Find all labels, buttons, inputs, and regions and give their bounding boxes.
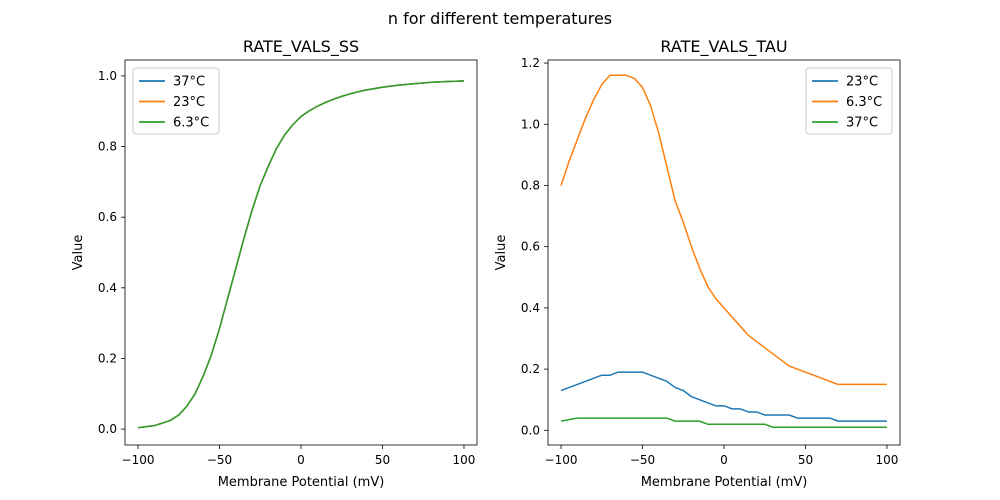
y-tick-label: 1.2 [521,56,540,70]
x-tick-label: −50 [630,453,655,467]
legend: 37°C 23°C 6.3°C [132,67,220,135]
x-tick-label: 0 [297,453,305,467]
legend-label: 6.3°C [846,95,882,110]
x-tick-label: 100 [876,453,899,467]
series-line-0 [560,371,887,422]
series-line-2 [560,417,887,428]
chart-panel-ss: RATE_VALS_SS −100 −50 0 50 100 0.0 0.2 0.4 0.6 0.8… [71,37,478,490]
y-tick-label: 0.0 [521,423,540,437]
y-axis-label: Value [71,235,86,271]
y-tick-label: 1.0 [521,117,540,131]
legend-box [132,67,220,135]
legend-label: 37°C [173,75,205,90]
legend-label: 23°C [173,95,205,110]
y-tick-label: 0.4 [98,281,117,295]
y-tick-label: 0.6 [98,210,117,224]
x-tick-label: 100 [453,453,476,467]
x-tick-label: 50 [375,453,390,467]
legend-label: 6.3°C [173,116,209,131]
legend-box [805,67,893,135]
x-tick-label: −50 [207,453,232,467]
series-line-2 [137,80,464,429]
chart-panel-tau: RATE_VALS_TAU −100 −50 0 50 100 0.0 0.2 0.4 0.6 0.… [494,37,901,490]
y-tick-label: 0.6 [521,240,540,254]
series-line-1 [560,74,887,386]
x-axis-label: Membrane Potential (mV) [218,475,385,490]
y-tick-label: 0.2 [521,362,540,376]
x-tick-label: 0 [720,453,728,467]
x-tick-label: −100 [545,453,578,467]
x-axis-label: Membrane Potential (mV) [641,475,808,490]
chart-title: RATE_VALS_TAU [660,37,787,57]
chart-title: RATE_VALS_SS [243,37,359,57]
y-tick-label: 0.8 [521,178,540,192]
legend: 23°C 6.3°C 37°C [805,67,893,135]
y-tick-label: 0.0 [98,422,117,436]
figure-suptitle: n for different temperatures [388,9,612,28]
legend-label: 23°C [846,75,878,90]
y-tick-label: 0.4 [521,301,540,315]
y-tick-label: 1.0 [98,69,117,83]
y-tick-label: 0.2 [98,351,117,365]
legend-label: 37°C [846,116,878,131]
x-tick-label: 50 [798,453,813,467]
y-axis-label: Value [494,235,509,271]
x-tick-label: −100 [122,453,155,467]
y-tick-label: 0.8 [98,140,117,154]
